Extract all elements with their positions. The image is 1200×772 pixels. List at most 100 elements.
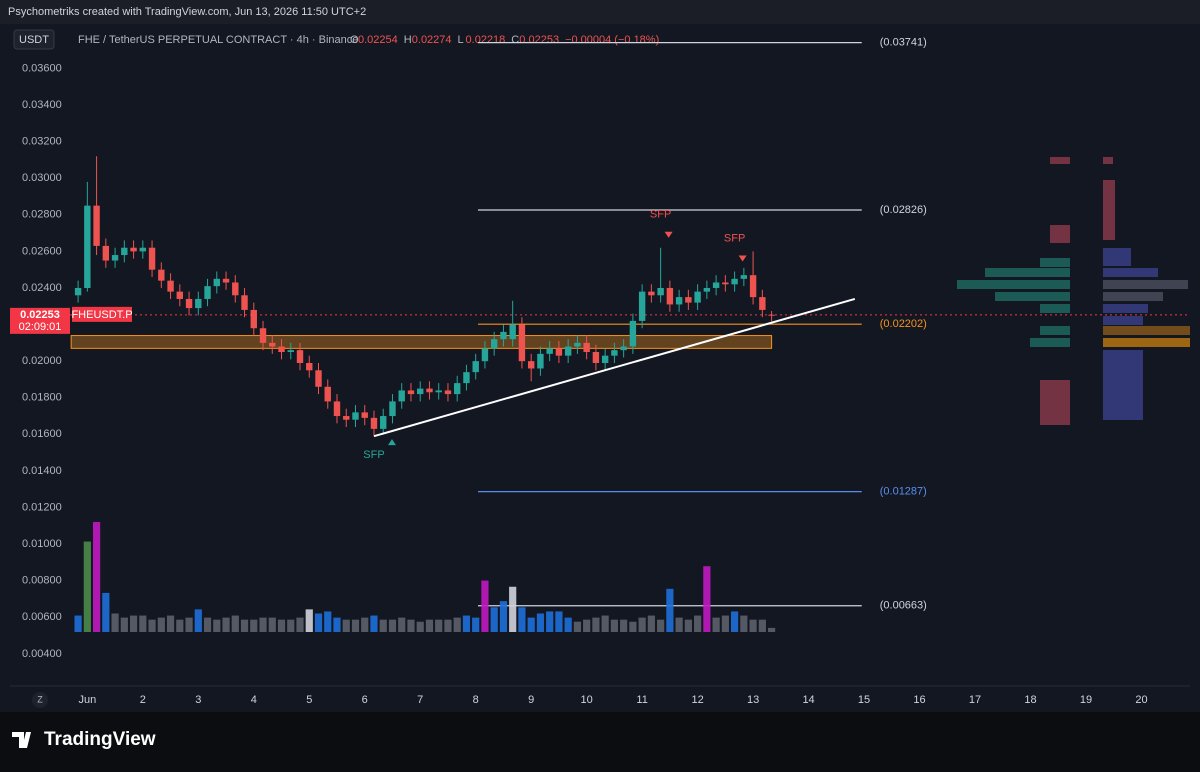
- candle-body: [84, 205, 91, 288]
- profile-bar: [1040, 258, 1070, 267]
- candle-body: [666, 287, 674, 305]
- trendline: [373, 297, 856, 438]
- profile-bar: [1103, 350, 1143, 420]
- volume-bar: [573, 621, 582, 632]
- volume-bar: [324, 611, 332, 632]
- candle-body: [102, 245, 110, 261]
- sfp-arrow: [387, 439, 396, 446]
- currency[interactable]: USDT: [19, 34, 49, 46]
- volume-bar: [305, 609, 313, 632]
- volume-bar: [370, 615, 378, 632]
- candle-body: [537, 353, 544, 369]
- caption-bar: [0, 0, 1200, 24]
- candle-body: [722, 282, 729, 285]
- candle-body: [555, 348, 563, 356]
- volume-bar: [388, 619, 397, 632]
- volume-bar: [555, 611, 563, 632]
- profile-bar: [985, 268, 1070, 277]
- y-tick-label: 0.02400: [22, 282, 62, 294]
- candle-body: [546, 348, 553, 354]
- caption: Psychometriks created with TradingView.c…: [8, 6, 366, 18]
- candle-body: [490, 339, 498, 349]
- candle-body: [712, 282, 720, 288]
- candle-body: [121, 247, 128, 256]
- volume-bar: [176, 619, 184, 632]
- price-tag-value: 0.02253: [20, 309, 60, 321]
- profile-bar: [1103, 248, 1131, 266]
- candle-body: [454, 383, 461, 395]
- profile-bar: [1103, 180, 1115, 240]
- volume-bar: [194, 609, 202, 632]
- volume-bar: [351, 619, 360, 632]
- zoom-label[interactable]: Z: [37, 694, 43, 704]
- level-label: (0.02202): [880, 318, 927, 330]
- volume-bar: [296, 617, 304, 632]
- x-tick-label: 16: [913, 694, 925, 706]
- profile-bar: [1103, 280, 1188, 289]
- x-tick-label: 15: [858, 694, 870, 706]
- x-tick-label: 11: [636, 694, 647, 706]
- volume-bar: [342, 619, 350, 632]
- y-tick-label: 0.01200: [22, 501, 62, 513]
- x-tick-label: 8: [473, 694, 479, 706]
- volume-bar: [444, 619, 452, 632]
- ticker-tag: [72, 306, 132, 322]
- volume-bar: [148, 619, 156, 632]
- x-tick-label: 3: [195, 694, 201, 706]
- candle-body: [648, 291, 655, 296]
- volume-bar: [721, 615, 729, 632]
- candle-body: [176, 291, 184, 299]
- x-tick-label: 12: [691, 694, 703, 706]
- ohlc-value: 0.02274: [412, 34, 452, 46]
- profile-bar: [1040, 326, 1070, 335]
- volume-bar: [277, 619, 286, 632]
- profile-bar: [957, 280, 1070, 289]
- y-tick-label: 0.02800: [22, 209, 62, 221]
- volume-bar: [758, 619, 766, 632]
- volume-bar: [527, 617, 535, 632]
- y-tick-label: 0.03400: [22, 99, 62, 111]
- symbol: FHE / TetherUS PERPETUAL CONTRACT · 4h ·…: [78, 34, 358, 46]
- candle-body: [213, 278, 220, 287]
- volume-profile: [957, 157, 1190, 425]
- volume-bar: [712, 617, 720, 632]
- volume-bar: [509, 586, 517, 632]
- y-tick-label: 0.01800: [22, 392, 62, 404]
- x-tick-label: 4: [251, 694, 257, 706]
- candle-body: [398, 390, 405, 402]
- candle-body: [481, 348, 489, 362]
- footer: [0, 712, 1200, 767]
- sfp-arrow: [738, 255, 747, 262]
- currency-button[interactable]: [13, 29, 55, 50]
- candle-body: [204, 286, 211, 299]
- volume-bar: [129, 615, 138, 632]
- candle-body: [472, 361, 479, 373]
- x-tick-label: 14: [802, 694, 814, 706]
- volume-bar: [379, 619, 387, 632]
- zoom-button[interactable]: [32, 692, 48, 708]
- profile-bar: [1030, 338, 1070, 347]
- candle-body: [232, 282, 239, 296]
- x-tick-label: 13: [747, 694, 759, 706]
- level-label: (0.01287): [880, 486, 927, 498]
- volume-bar: [629, 621, 637, 632]
- volume-bar: [536, 613, 545, 632]
- volume-bar: [481, 580, 489, 632]
- candle-body: [444, 390, 452, 395]
- volume-bar: [499, 601, 508, 632]
- volume-bar: [583, 619, 591, 632]
- y-tick-label: 0.01000: [22, 538, 62, 550]
- candle-body: [463, 372, 470, 384]
- candle-body: [731, 278, 738, 285]
- candle-body: [583, 342, 590, 353]
- candle-body: [195, 298, 202, 309]
- sfp-arrow: [664, 231, 673, 238]
- volume-bar: [361, 617, 369, 632]
- sfp-label: SFP: [363, 449, 384, 461]
- volume-bar: [462, 615, 471, 632]
- ticker: FHEUSDT.P: [71, 309, 132, 321]
- candle-body: [278, 346, 285, 353]
- volume-bar: [213, 619, 221, 632]
- candle-body: [675, 297, 683, 305]
- volume-bar: [407, 619, 415, 632]
